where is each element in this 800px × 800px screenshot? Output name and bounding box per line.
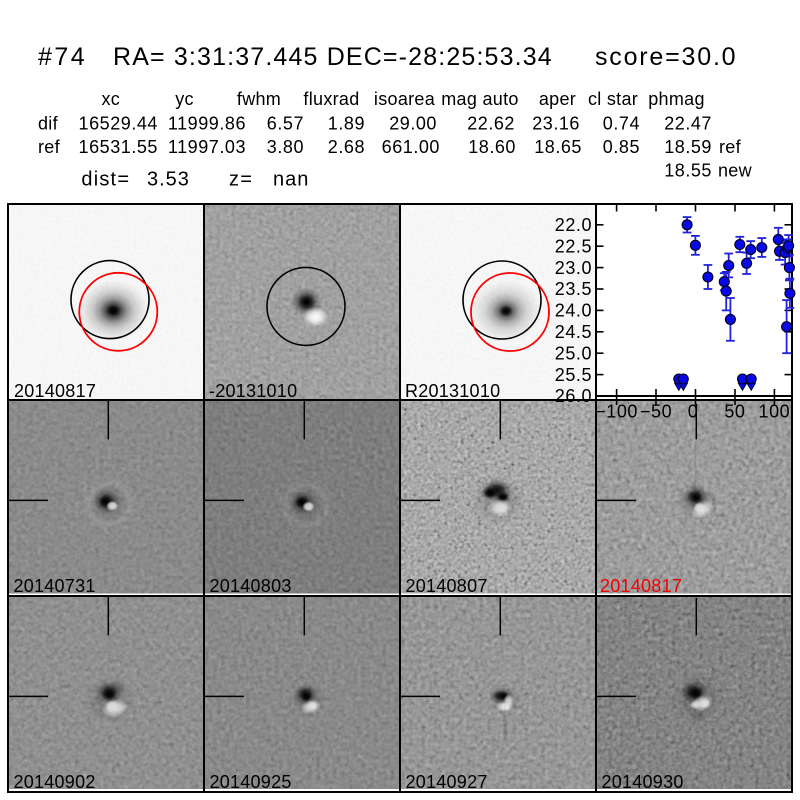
svg-text:phmag: phmag (648, 89, 705, 109)
svg-text:22.62: 22.62 (467, 113, 515, 133)
svg-text:20140927: 20140927 (406, 772, 488, 792)
svg-text:18.59: 18.59 (664, 137, 712, 157)
svg-text:22.47: 22.47 (664, 113, 712, 133)
svg-text:aper: aper (539, 89, 576, 109)
svg-text:3.53: 3.53 (147, 168, 190, 190)
svg-text:25.5: 25.5 (555, 365, 592, 385)
svg-text:20140817: 20140817 (14, 381, 96, 401)
svg-text:3.80: 3.80 (267, 137, 304, 157)
svg-text:0.85: 0.85 (603, 137, 640, 157)
svg-text:0.74: 0.74 (603, 113, 640, 133)
svg-text:18.65: 18.65 (534, 137, 582, 157)
svg-text:16529.44: 16529.44 (79, 113, 158, 133)
svg-text:20140930: 20140930 (602, 772, 684, 792)
svg-text:18.55: 18.55 (664, 161, 712, 181)
svg-text:RA= 3:31:37.445 DEC=-28:25:53.: RA= 3:31:37.445 DEC=-28:25:53.34 (113, 43, 553, 71)
svg-text:0: 0 (688, 401, 699, 421)
svg-text:-20131010: -20131010 (209, 381, 297, 401)
svg-text:23.16: 23.16 (532, 113, 580, 133)
svg-text:20140803: 20140803 (210, 576, 292, 596)
svg-text:18.60: 18.60 (468, 137, 516, 157)
svg-text:ref: ref (38, 137, 61, 157)
svg-text:20140731: 20140731 (14, 576, 96, 596)
svg-text:cl star: cl star (588, 89, 638, 109)
svg-text:11997.03: 11997.03 (168, 137, 246, 157)
svg-text:25.0: 25.0 (555, 343, 592, 363)
svg-text:z=: z= (229, 168, 253, 190)
svg-text:−50: −50 (640, 401, 672, 421)
svg-text:score=30.0: score=30.0 (595, 43, 737, 71)
svg-text:1.89: 1.89 (328, 113, 365, 133)
svg-text:−100: −100 (595, 401, 638, 421)
svg-text:6.57: 6.57 (267, 113, 304, 133)
svg-text:ref: ref (719, 137, 742, 157)
svg-text:23.0: 23.0 (555, 258, 592, 278)
svg-text:11999.86: 11999.86 (168, 113, 246, 133)
svg-text:16531.55: 16531.55 (79, 137, 158, 157)
svg-text:yc: yc (175, 89, 194, 109)
svg-text:mag auto: mag auto (441, 89, 518, 109)
svg-text:50: 50 (724, 401, 745, 421)
svg-text:661.00: 661.00 (382, 137, 440, 157)
svg-text:nan: nan (273, 168, 309, 190)
svg-text:#74: #74 (38, 43, 87, 71)
svg-text:20140902: 20140902 (14, 772, 96, 792)
svg-text:22.5: 22.5 (555, 236, 592, 256)
svg-text:fluxrad: fluxrad (303, 89, 359, 109)
svg-text:100: 100 (759, 401, 791, 421)
svg-text:R20131010: R20131010 (405, 381, 500, 401)
svg-text:29.00: 29.00 (389, 113, 437, 133)
svg-text:2.68: 2.68 (328, 137, 365, 157)
svg-text:fwhm: fwhm (237, 89, 281, 109)
svg-text:dif: dif (38, 113, 59, 133)
svg-text:20140807: 20140807 (406, 576, 488, 596)
svg-text:dist=: dist= (81, 168, 130, 190)
svg-text:24.5: 24.5 (555, 322, 592, 342)
svg-text:26.0: 26.0 (555, 386, 592, 406)
svg-text:isoarea: isoarea (374, 89, 436, 109)
svg-text:xc: xc (101, 89, 120, 109)
svg-text:20140817: 20140817 (600, 576, 682, 596)
svg-text:22.0: 22.0 (555, 215, 592, 235)
svg-text:24.0: 24.0 (555, 301, 592, 321)
svg-text:23.5: 23.5 (555, 279, 592, 299)
svg-text:20140925: 20140925 (210, 772, 292, 792)
svg-text:new: new (718, 161, 753, 181)
